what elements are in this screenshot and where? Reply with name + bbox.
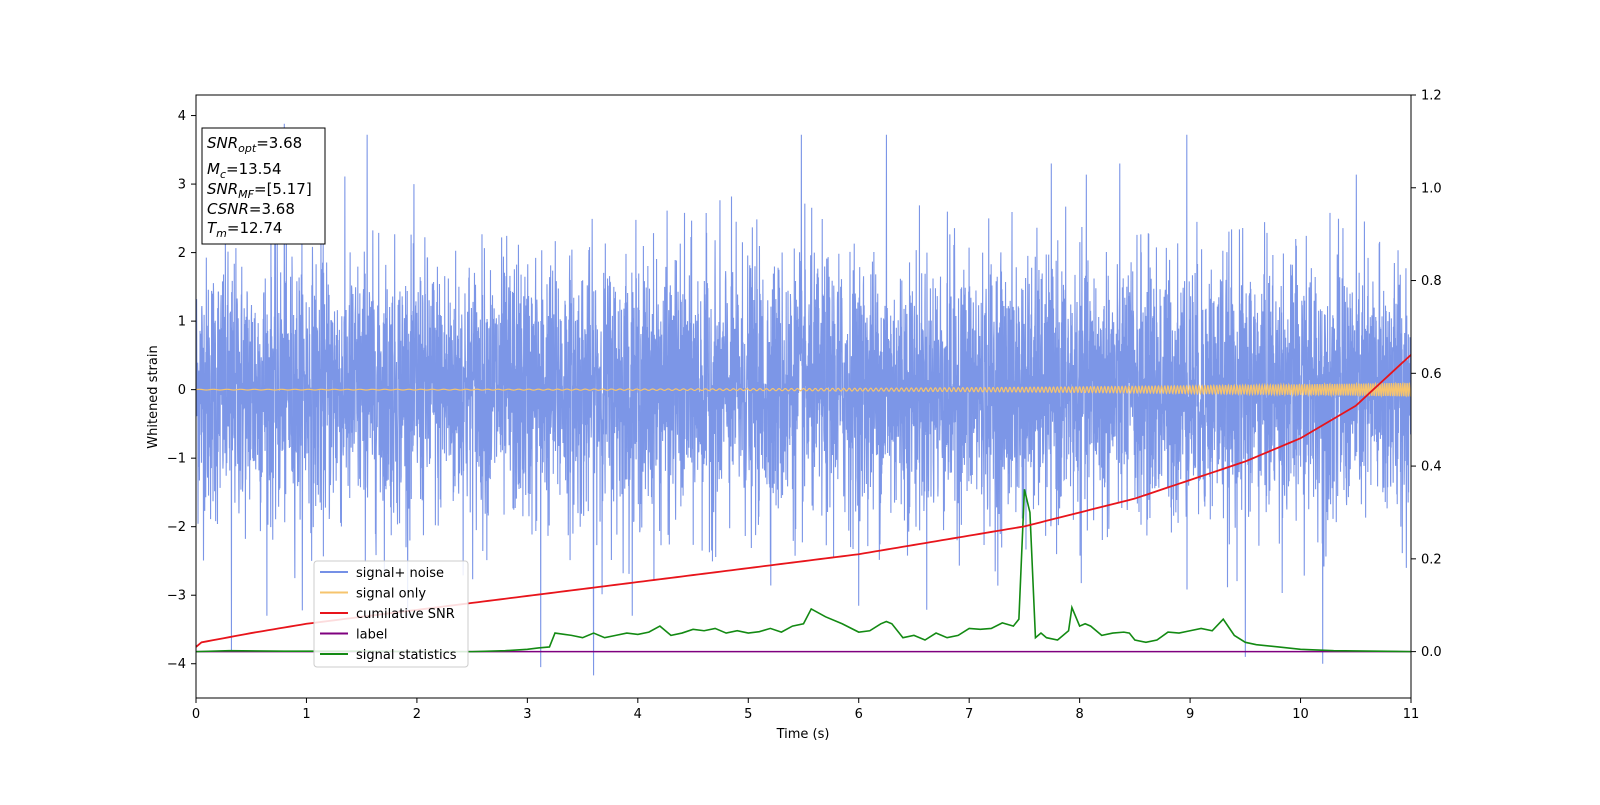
x-tick-label: 11 [1403,707,1420,722]
x-tick-label: 0 [192,707,200,722]
x-axis-ticks: 0 1 2 3 4 5 6 7 8 9 10 11 [192,698,1419,722]
x-tick-label: 9 [1186,707,1194,722]
x-tick-label: 4 [634,707,642,722]
x-tick-label: 1 [302,707,310,722]
stats-box: SNRopt=3.68 Mc=13.54 SNRMF=[5.17] CSNR=3… [201,127,326,245]
right-y-tick-label: 1.2 [1421,89,1442,104]
axes-frame [195,94,1412,699]
x-tick-label: 7 [965,707,973,722]
stats-tm: Tm=12.74 [207,219,282,240]
stats-snr-mf: SNRMF=[5.17] [207,180,312,201]
x-tick-label: 3 [523,707,531,722]
y-tick-label: 0 [178,383,186,398]
series-signal-only [196,381,1411,398]
right-y-tick-label: 0.2 [1421,552,1442,567]
x-tick-label: 8 [1075,707,1083,722]
stats-csnr: CSNR=3.68 [207,200,295,218]
right-y-tick-label: 0.6 [1421,367,1442,382]
right-y-axis-ticks: 0.0 0.2 0.4 0.6 0.8 1.0 1.2 [1411,89,1442,660]
x-tick-label: 6 [855,707,863,722]
legend-entry: cumilative SNR [356,607,455,622]
plot-border [195,94,1412,699]
stats-mc: Mc=13.54 [207,160,282,181]
y-tick-label: 2 [178,246,186,261]
y-axis-ticks: −4 −3 −2 −1 0 1 2 3 4 [167,109,196,672]
x-axis-label: Time (s) [776,727,830,742]
x-tick-label: 2 [413,707,421,722]
y-tick-label: 1 [178,315,186,330]
legend-entry: label [356,628,387,643]
y-axis-label: Whitened strain [146,345,161,448]
y-tick-label: −3 [167,589,186,604]
y-tick-label: 4 [178,109,186,124]
right-y-tick-label: 1.0 [1421,181,1442,196]
legend-entry: signal statistics [356,648,457,663]
legend-entry: signal+ noise [356,566,444,581]
y-tick-label: −1 [167,452,186,467]
stats-snr-opt: SNRopt=3.68 [207,134,302,155]
legend-frame [313,560,469,668]
series-signal-statistics [196,489,1411,653]
y-tick-label: 3 [178,178,186,193]
y-tick-label: −4 [167,657,186,672]
legend-entry: signal only [356,587,426,602]
right-y-tick-label: 0.8 [1421,274,1442,289]
right-y-tick-label: 0.0 [1421,645,1442,660]
legend: signal+ noise signal only cumilative SNR la… [313,560,469,668]
x-tick-label: 10 [1292,707,1309,722]
x-tick-label: 5 [744,707,752,722]
right-y-tick-label: 0.4 [1421,460,1442,475]
stats-box-frame [201,127,326,245]
y-tick-label: −2 [167,520,186,535]
